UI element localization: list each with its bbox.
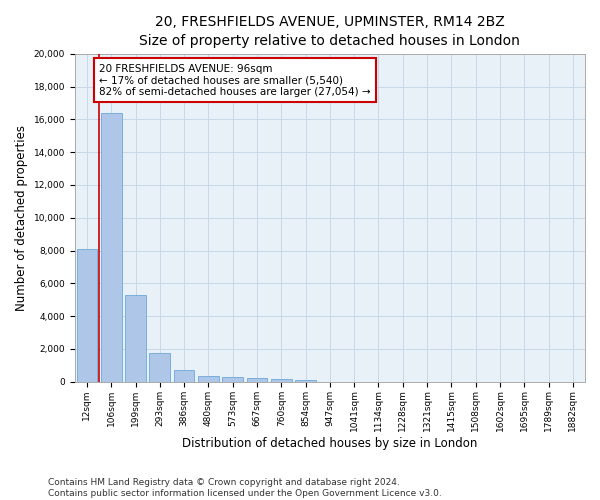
Text: 20 FRESHFIELDS AVENUE: 96sqm
← 17% of detached houses are smaller (5,540)
82% of: 20 FRESHFIELDS AVENUE: 96sqm ← 17% of de… xyxy=(99,64,371,97)
Text: Contains HM Land Registry data © Crown copyright and database right 2024.
Contai: Contains HM Land Registry data © Crown c… xyxy=(48,478,442,498)
Bar xyxy=(198,376,219,382)
Bar xyxy=(174,370,194,382)
Bar xyxy=(125,295,146,382)
Bar xyxy=(223,378,243,382)
Bar xyxy=(101,113,122,382)
X-axis label: Distribution of detached houses by size in London: Distribution of detached houses by size … xyxy=(182,437,478,450)
Bar xyxy=(149,353,170,382)
Bar xyxy=(77,249,97,382)
Bar xyxy=(271,378,292,382)
Title: 20, FRESHFIELDS AVENUE, UPMINSTER, RM14 2BZ
Size of property relative to detache: 20, FRESHFIELDS AVENUE, UPMINSTER, RM14 … xyxy=(139,15,520,48)
Bar xyxy=(247,378,268,382)
Bar xyxy=(295,380,316,382)
Y-axis label: Number of detached properties: Number of detached properties xyxy=(15,125,28,311)
